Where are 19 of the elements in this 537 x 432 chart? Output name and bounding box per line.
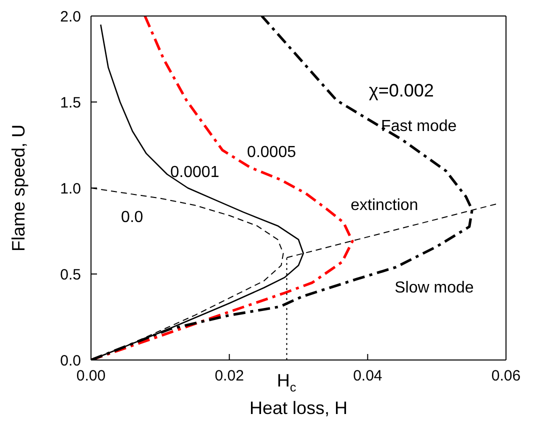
annotation: Fast mode	[381, 118, 457, 135]
x-axis-title: Heat loss, H	[249, 398, 348, 418]
series-label: χ=0.002	[368, 80, 434, 101]
x-tick-label: 0.02	[214, 368, 244, 385]
series-label: 0.0	[120, 208, 144, 226]
series-label: 0.0001	[170, 164, 220, 181]
x-tick-label: 0.00	[76, 368, 106, 385]
x-tick-label: 0.06	[491, 368, 521, 385]
annotation: Slow mode	[394, 278, 474, 296]
y-axis-title: Flame speed, U	[8, 124, 28, 252]
y-tick-label: 1.5	[60, 94, 81, 112]
y-tick-label: 0.5	[60, 266, 81, 284]
y-tick-label: 0.0	[60, 352, 81, 370]
text: H$_{c}$	[276, 370, 296, 395]
series-label: 0.0005	[247, 144, 296, 161]
y-tick-label: 2.0	[60, 8, 81, 26]
annotation: extinction	[350, 196, 418, 214]
y-tick-label: 1.0	[60, 180, 81, 198]
x-tick-label: 0.04	[353, 368, 382, 385]
